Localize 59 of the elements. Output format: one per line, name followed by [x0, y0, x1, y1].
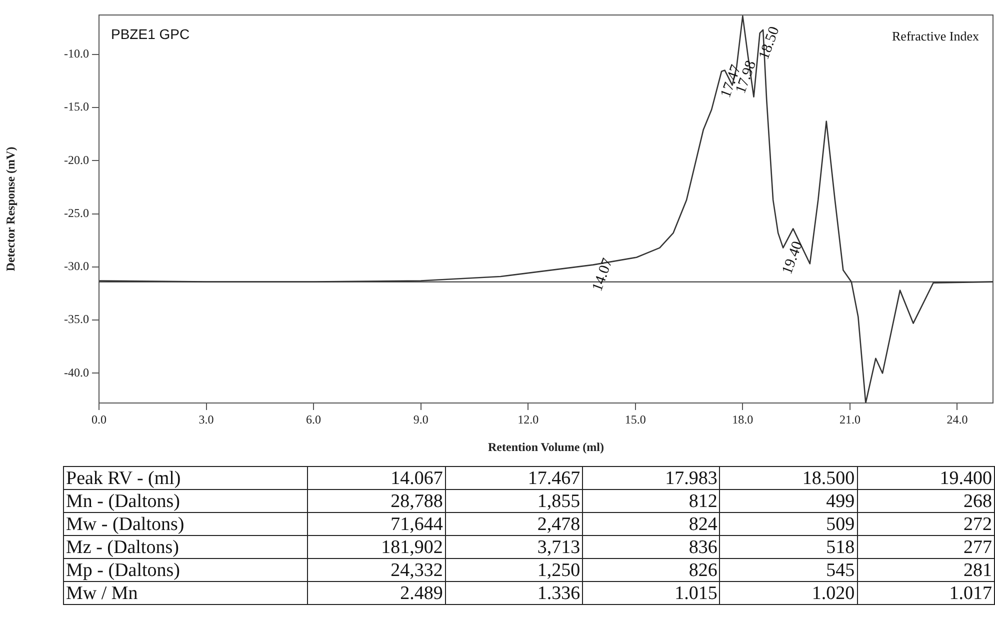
text: 268: [857, 490, 994, 512]
text: 17.983: [582, 466, 720, 490]
y-tick-label: -35.0: [64, 312, 89, 326]
text: 1.017: [857, 582, 994, 604]
text: 1,855: [445, 490, 583, 512]
x-tick-label: 15.0: [624, 412, 646, 426]
text: 2.489: [308, 582, 446, 604]
text: 181,902: [308, 536, 446, 558]
x-tick-label: 9.0: [413, 412, 428, 426]
text: Mz - (Daltons): [64, 536, 308, 558]
text: 836: [582, 536, 720, 558]
y-tick-label: -30.0: [64, 259, 89, 274]
x-tick-label: 3.0: [198, 412, 214, 426]
text: 272: [857, 512, 994, 536]
text: 1.020: [720, 582, 858, 604]
text: 1,250: [445, 558, 583, 582]
annotation: 19.40: [780, 239, 806, 277]
text: Peak RV - (ml): [64, 466, 308, 490]
text: 28,788: [308, 490, 446, 512]
annotation: 14.07: [590, 256, 616, 294]
x-tick-label: 12.0: [518, 412, 539, 426]
text: 518: [720, 536, 858, 558]
text: 1.336: [445, 582, 583, 604]
text: 826: [582, 558, 720, 582]
text: 2,478: [445, 512, 583, 536]
annotation: PBZE1 GPC: [111, 26, 190, 42]
text: 1.015: [582, 582, 720, 604]
y-tick-label: -15.0: [64, 100, 89, 114]
text: 824: [582, 512, 720, 536]
text: 545: [720, 558, 858, 582]
text: 499: [720, 490, 858, 512]
y-tick-label: -40.0: [64, 365, 89, 380]
annotation: Refractive Index: [892, 28, 980, 44]
x-tick-label: 6.0: [306, 412, 322, 426]
y-tick-label: -20.0: [64, 152, 89, 167]
text: Mw - (Daltons): [64, 512, 308, 536]
x-tick-label: 21.0: [839, 412, 860, 426]
y-axis-title: Detector Response (mV): [3, 146, 18, 272]
text: 71,644: [308, 512, 446, 536]
text: 24,332: [308, 558, 446, 582]
text: 281: [857, 558, 994, 582]
text: Mp - (Daltons): [64, 558, 308, 582]
text: 3,713: [445, 536, 583, 558]
x-tick-label: 0.0: [92, 412, 106, 426]
x-tick-label: 24.0: [946, 412, 968, 426]
x-axis-title: Retention Volume (ml): [488, 440, 604, 454]
text: Mw / Mn: [64, 582, 308, 604]
text: 277: [857, 536, 994, 558]
text: 17.467: [445, 466, 583, 490]
x-tick-label: 18.0: [732, 412, 754, 426]
text: Mn - (Daltons): [64, 490, 308, 512]
text: 509: [720, 512, 858, 536]
y-tick-label: -25.0: [64, 206, 89, 220]
text: 19.400: [857, 466, 994, 490]
y-tick-label: -10.0: [64, 46, 89, 60]
text: 812: [582, 490, 720, 512]
annotation: 18.50: [756, 24, 783, 62]
text: 14.067: [308, 466, 446, 490]
text: 18.500: [720, 466, 858, 490]
